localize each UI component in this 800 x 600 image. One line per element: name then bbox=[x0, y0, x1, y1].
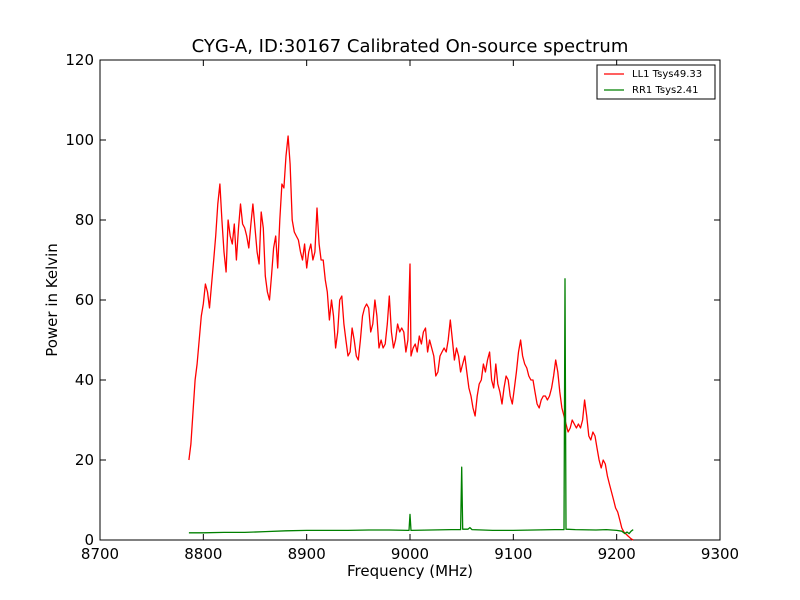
legend: LL1 Tsys49.33 RR1 Tsys2.41 bbox=[596, 64, 716, 100]
y-tick-label: 60 bbox=[75, 291, 94, 309]
x-tick-label: 8800 bbox=[184, 545, 222, 563]
chart-title: CYG-A, ID:30167 Calibrated On-source spe… bbox=[192, 36, 629, 57]
y-tick-label: 120 bbox=[65, 51, 94, 69]
y-axis-label: Power in Kelvin bbox=[43, 243, 61, 357]
y-tick-label: 40 bbox=[75, 371, 94, 389]
x-tick-label: 9200 bbox=[598, 545, 636, 563]
x-tick-label: 8900 bbox=[288, 545, 326, 563]
series-layer bbox=[188, 135, 634, 541]
y-tick-label: 20 bbox=[75, 451, 94, 469]
legend-label-rr1: RR1 Tsys2.41 bbox=[632, 85, 699, 96]
plot-area bbox=[99, 59, 721, 541]
legend-box bbox=[596, 64, 716, 100]
legend-label-ll1: LL1 Tsys49.33 bbox=[632, 69, 702, 80]
x-axis-label: Frequency (MHz) bbox=[347, 562, 473, 580]
x-tick-label: 9100 bbox=[494, 545, 532, 563]
y-tick-label: 100 bbox=[65, 131, 94, 149]
y-axis: 0 20 40 60 80 100 120 bbox=[65, 51, 720, 549]
series-line-1 bbox=[188, 278, 634, 535]
x-tick-label: 9000 bbox=[391, 545, 429, 563]
y-tick-label: 0 bbox=[84, 531, 94, 549]
series-line-0 bbox=[188, 135, 634, 541]
x-axis: 8700 8800 8900 9000 9100 9200 9300 bbox=[81, 60, 739, 563]
x-tick-label: 8700 bbox=[81, 545, 119, 563]
y-tick-label: 80 bbox=[75, 211, 94, 229]
x-tick-label: 9300 bbox=[701, 545, 739, 563]
